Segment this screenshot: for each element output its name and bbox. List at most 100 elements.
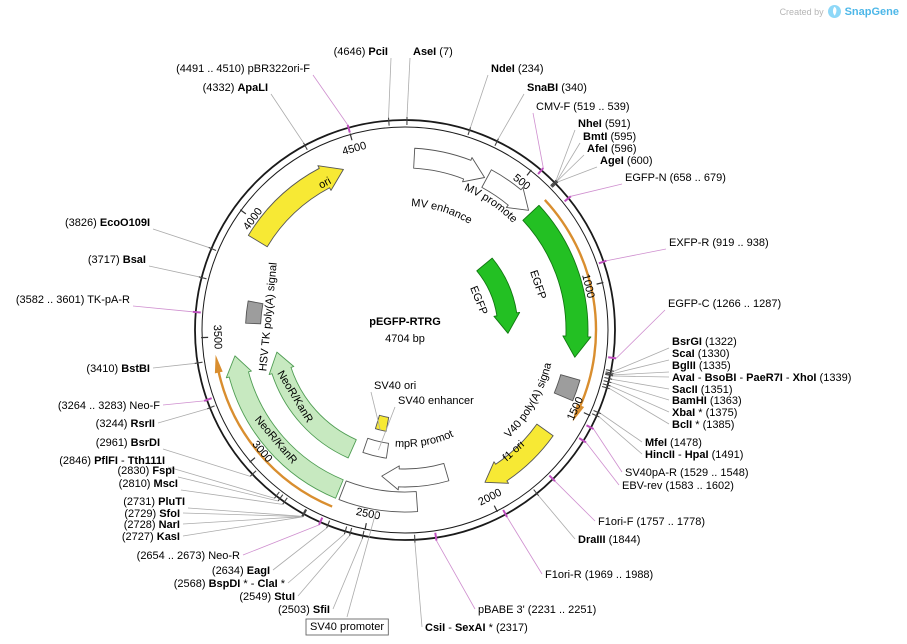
primer-label-3582-3601-tk-pa-r[interactable]: (3582 .. 3601) TK-pA-R <box>16 294 130 306</box>
feature-neor-kanr[interactable] <box>225 355 344 499</box>
callout-line <box>312 74 349 126</box>
callout-line <box>498 93 525 139</box>
enzyme-label-sacii-1351[interactable]: SacII (1351) <box>672 384 733 396</box>
callout-line <box>506 516 543 575</box>
primer-label-sv40pa-r-1529-1548[interactable]: SV40pA-R (1529 .. 1548) <box>625 467 749 479</box>
enzyme-site-tick <box>593 409 602 415</box>
primer-site-tick <box>346 124 351 133</box>
enzyme-label-asei-7[interactable]: AseI (7) <box>413 46 453 58</box>
primer-label-exfp-r-919-938[interactable]: EXFP-R (919 .. 938) <box>669 237 769 249</box>
primer-label-f1ori-r-1969-1988[interactable]: F1ori-R (1969 .. 1988) <box>545 569 653 581</box>
callout-line <box>593 428 623 473</box>
callout-line <box>157 408 208 424</box>
feature-callout-sv40-enhancer[interactable]: SV40 enhancer <box>398 395 474 407</box>
callout-line <box>610 385 670 413</box>
boxed-label-frame <box>305 618 389 636</box>
enzyme-site-tick <box>273 491 280 499</box>
scale-tick <box>493 505 498 513</box>
feature-sv40-ori[interactable] <box>374 414 390 432</box>
enzyme-site-tick <box>282 497 288 505</box>
enzyme-label-nhei-591[interactable]: NheI (591) <box>578 118 631 130</box>
enzyme-label-ndei-234[interactable]: NdeI (234) <box>491 63 544 75</box>
enzyme-label-2568-bspdi-clai[interactable]: (2568) BspDI * - ClaI * <box>174 578 286 590</box>
feature-hsv-tk-poly-a-signal[interactable] <box>245 300 264 325</box>
enzyme-label-2503-sfii[interactable]: (2503) SfiI <box>278 604 330 616</box>
orf-arc <box>217 369 333 508</box>
callout-line <box>532 112 544 169</box>
orf-arrowhead-icon <box>214 354 223 374</box>
enzyme-label-2731-pluti[interactable]: (2731) PluTI <box>123 496 185 508</box>
feature-callout-sv40-ori[interactable]: SV40 ori <box>374 380 416 392</box>
enzyme-site-tick <box>326 520 331 529</box>
enzyme-label-avai-bsobi-paer7i-xhoi-1339[interactable]: AvaI - BsoBI - PaeR7I - XhoI (1339) <box>672 372 851 384</box>
feature-cmv-promoter[interactable] <box>481 169 530 211</box>
callout-line <box>613 347 670 372</box>
primer-label-3264-3283-neo-f[interactable]: (3264 .. 3283) Neo-F <box>58 400 160 412</box>
primer-label-egfp-n-658-679[interactable]: EGFP-N (658 .. 679) <box>625 172 726 184</box>
primer-label-pbabe-3-2231-2251[interactable]: pBABE 3' (2231 .. 2251) <box>478 604 596 616</box>
enzyme-label-mfei-1478[interactable]: MfeI (1478) <box>645 437 702 449</box>
enzyme-label-afei-596[interactable]: AfeI (596) <box>587 143 637 155</box>
primer-label-ebv-rev-1583-1602[interactable]: EBV-rev (1583 .. 1602) <box>622 480 734 492</box>
enzyme-label-2727-kasi[interactable]: (2727) KasI <box>122 531 180 543</box>
enzyme-site-tick <box>550 179 557 187</box>
enzyme-label-bsrgi-1322[interactable]: BsrGI (1322) <box>672 336 737 348</box>
enzyme-label-2728-nari[interactable]: (2728) NarI <box>124 519 180 531</box>
primer-label-2654-2673-neo-r[interactable]: (2654 .. 2673) Neo-R <box>137 550 240 562</box>
enzyme-label-2729-sfoi[interactable]: (2729) SfoI <box>124 508 180 520</box>
scale-tick <box>596 281 604 285</box>
feature-egfp[interactable] <box>522 204 592 358</box>
primer-site-tick <box>563 195 572 203</box>
callout-line <box>613 371 670 376</box>
primer-label-cmv-f-519-539[interactable]: CMV-F (519 .. 539) <box>536 101 630 113</box>
enzyme-label-draiii-1844[interactable]: DraIII (1844) <box>578 534 640 546</box>
feature-sv40-enhancer[interactable] <box>362 437 389 459</box>
primer-label-egfp-c-1266-1287[interactable]: EGFP-C (1266 .. 1287) <box>668 298 781 310</box>
feature-callout-sv40-promoter[interactable]: SV40 promoter <box>310 621 384 633</box>
enzyme-label-2830-fspi[interactable]: (2830) FspI <box>118 465 175 477</box>
enzyme-label-2810-msci[interactable]: (2810) MscI <box>119 478 178 490</box>
enzyme-label-3410-bstbi[interactable]: (3410) BstBI <box>86 363 150 375</box>
enzyme-label-2634-eagi[interactable]: (2634) EagI <box>212 565 270 577</box>
enzyme-label-2846-pflfi-tth111i[interactable]: (2846) PflFI - Tth111I <box>59 455 165 467</box>
feature-neor-kanr-inner[interactable] <box>268 351 357 459</box>
primer-label-f1ori-f-1757-1778[interactable]: F1ori-F (1757 .. 1778) <box>598 516 705 528</box>
enzyme-site-tick <box>603 380 612 384</box>
orf-arrowhead-icon <box>572 403 585 422</box>
feature-cmv-enhancer[interactable] <box>413 147 486 183</box>
scale-tick-label: 2000 <box>476 487 503 509</box>
feature-ori[interactable] <box>247 165 344 248</box>
enzyme-label-bmti-595[interactable]: BmtI (595) <box>583 131 636 143</box>
enzyme-label-3244-rsrii[interactable]: (3244) RsrII <box>96 418 155 430</box>
enzyme-label-3717-bsai[interactable]: (3717) BsaI <box>88 254 146 266</box>
feature-ampr-promoter[interactable] <box>381 463 450 491</box>
enzyme-label-2549-stui[interactable]: (2549) StuI <box>239 591 295 603</box>
feature-f1-ori[interactable] <box>484 423 554 484</box>
enzyme-site-tick <box>387 117 390 126</box>
enzyme-label-4646-pcii[interactable]: (4646) PciI <box>334 46 388 58</box>
enzyme-site-tick <box>208 246 217 252</box>
enzyme-site-tick <box>551 180 558 187</box>
enzyme-label-snabi-340[interactable]: SnaBI (340) <box>527 82 587 94</box>
enzyme-site-tick <box>301 509 307 517</box>
primer-site-tick <box>537 167 545 175</box>
enzyme-label-scai-1330[interactable]: ScaI (1330) <box>672 348 730 360</box>
enzyme-site-tick <box>494 138 499 147</box>
enzyme-label-csii-sexai-2317[interactable]: CsiI - SexAI * (2317) <box>425 622 528 634</box>
enzyme-label-bcli-1385[interactable]: BclI * (1385) <box>672 419 734 431</box>
enzyme-label-xbai-1375[interactable]: XbaI * (1375) <box>672 407 737 419</box>
primer-label-4491-4510-pbr322ori-f[interactable]: (4491 .. 4510) pBR322ori-F <box>176 63 310 75</box>
enzyme-label-agei-600[interactable]: AgeI (600) <box>600 155 653 167</box>
enzyme-label-hincii-hpai-1491[interactable]: HincII - HpaI (1491) <box>645 449 743 461</box>
enzyme-label-2961-bsrdi[interactable]: (2961) BsrDI <box>96 437 160 449</box>
feature-sv40-promoter[interactable] <box>338 480 419 513</box>
enzyme-label-bamhi-1363[interactable]: BamHI (1363) <box>672 395 742 407</box>
scale-tick-label: 1000 <box>579 273 596 300</box>
scale-tick <box>583 412 591 417</box>
feature-sv40-poly-a-signal[interactable] <box>553 374 581 402</box>
feature-egfp-inner[interactable] <box>476 257 521 334</box>
enzyme-label-4332-apali[interactable]: (4332) ApaLI <box>203 82 268 94</box>
enzyme-label-3826-ecoo109i[interactable]: (3826) EcoO109I <box>65 217 150 229</box>
enzyme-label-bglii-1335[interactable]: BglII (1335) <box>672 360 731 372</box>
callout-line <box>187 507 302 517</box>
